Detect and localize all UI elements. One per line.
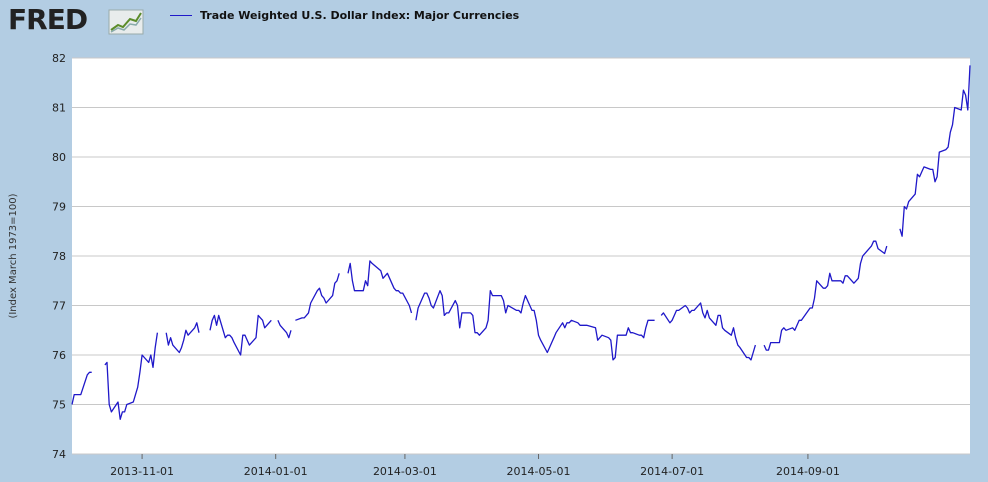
gridlines: [72, 57, 970, 455]
series-lines: [71, 65, 971, 420]
legend-label: Trade Weighted U.S. Dollar Index: Major …: [200, 9, 520, 22]
y-axis-title: (Index March 1973=100): [8, 193, 19, 318]
series-line-segment: [71, 371, 92, 405]
y-tick-label: 78: [52, 250, 66, 263]
fred-logo[interactable]: FRED: [8, 3, 144, 36]
y-tick-label: 77: [52, 300, 66, 313]
x-tick-label: 2014-07-01: [640, 465, 704, 478]
legend-swatch: [170, 15, 192, 16]
series-line-segment: [899, 65, 971, 237]
y-tick-label: 80: [52, 151, 66, 164]
logo-text: FRED: [8, 3, 88, 36]
series-line-segment: [347, 260, 413, 314]
series-line-segment: [415, 290, 655, 361]
x-tick-label: 2014-09-01: [776, 465, 840, 478]
series-line-segment: [277, 320, 292, 339]
y-tick-label: 81: [52, 102, 66, 115]
x-tick-label: 2014-05-01: [507, 465, 571, 478]
y-tick-label: 82: [52, 52, 66, 65]
series-line-segment: [209, 314, 272, 356]
x-tick-label: 2014-01-01: [244, 465, 308, 478]
y-axis-ticks: 74 75 76 77 78 79 80 81 82: [52, 52, 66, 461]
series-line-segment: [295, 273, 340, 321]
series-line-segment: [165, 322, 200, 354]
y-tick-label: 75: [52, 399, 66, 412]
y-tick-label: 76: [52, 349, 66, 362]
graph-logo-icon: [108, 9, 144, 35]
series-line-segment: [660, 302, 757, 361]
x-axis-ticks: 2013-11-01 2014-01-01 2014-03-01 2014-05-01…: [110, 454, 840, 478]
y-tick-label: 74: [52, 448, 66, 461]
series-line-segment: [104, 332, 159, 420]
y-tick-label: 79: [52, 201, 66, 214]
x-tick-label: 2014-03-01: [373, 465, 437, 478]
chart-legend: Trade Weighted U.S. Dollar Index: Major …: [170, 9, 519, 22]
x-tick-label: 2013-11-01: [110, 465, 174, 478]
series-line-segment: [763, 240, 888, 351]
